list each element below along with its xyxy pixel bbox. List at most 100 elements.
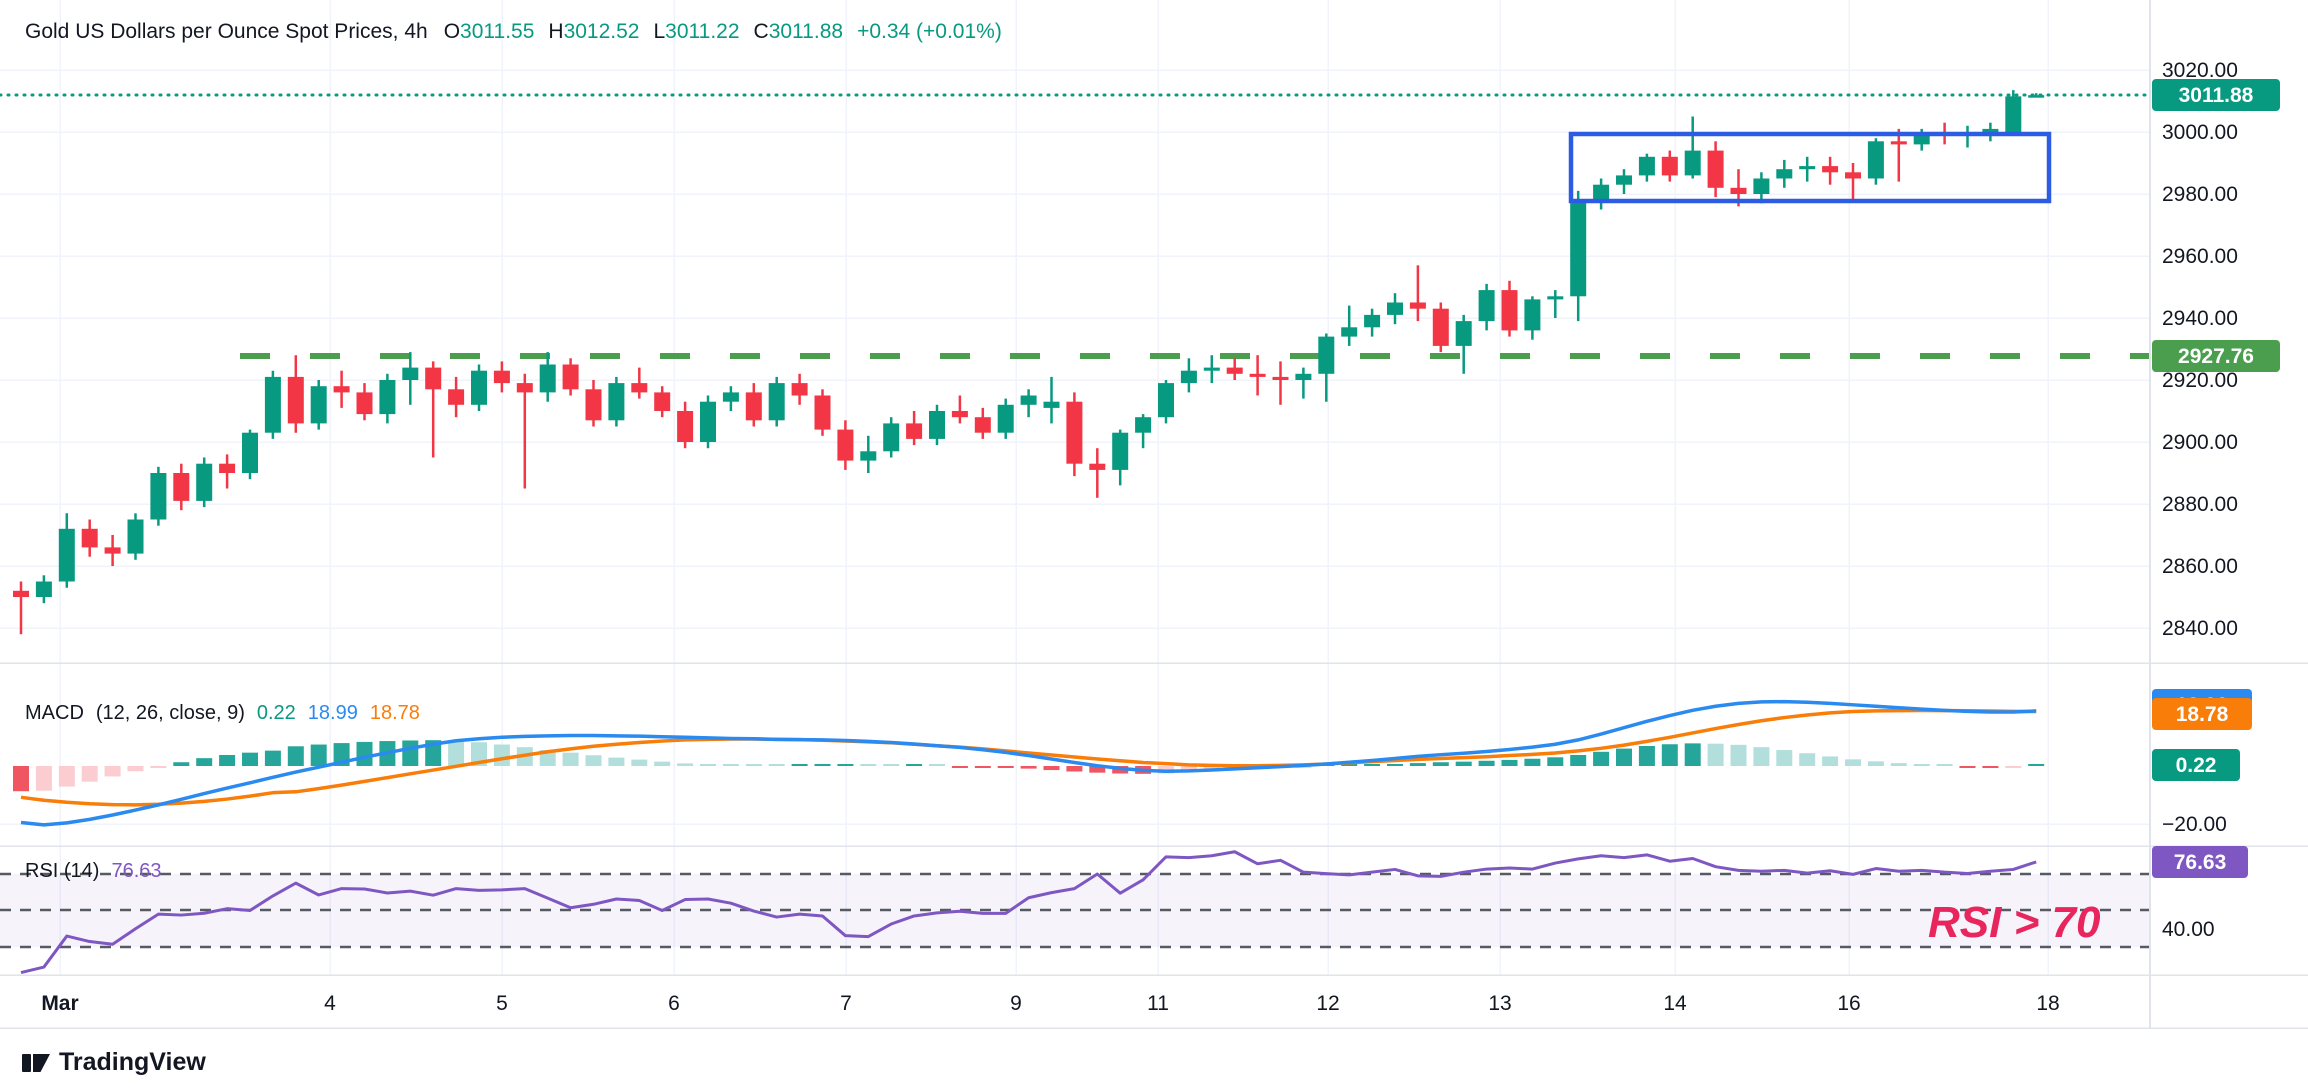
- candle: [1180, 370, 1197, 384]
- rsi-annotation: RSI > 70: [1928, 898, 2101, 947]
- rsi-legend[interactable]: RSI (14) 76.63: [25, 860, 162, 883]
- candle: [127, 519, 144, 554]
- svg-text:2920.00: 2920.00: [2162, 369, 2238, 392]
- candle: [516, 383, 533, 393]
- candle: [425, 367, 442, 390]
- candle: [2028, 95, 2045, 98]
- candle: [219, 463, 236, 473]
- candle: [448, 389, 465, 405]
- price-axis[interactable]: [2150, 0, 2308, 1028]
- svg-text:2960.00: 2960.00: [2162, 245, 2238, 268]
- svg-text:2900.00: 2900.00: [2162, 431, 2238, 454]
- time-axis[interactable]: [0, 975, 2150, 1035]
- candle: [929, 411, 945, 439]
- candle: [1661, 156, 1678, 176]
- svg-text:18: 18: [2036, 992, 2059, 1015]
- macd-name: MACD: [25, 702, 84, 724]
- candle: [242, 432, 258, 473]
- rsi-band: [0, 872, 2150, 949]
- candle: [974, 417, 991, 433]
- candle: [1135, 417, 1152, 433]
- svg-text:Mar: Mar: [41, 992, 78, 1015]
- candle: [356, 392, 373, 415]
- macd-hist-badge: [2152, 749, 2240, 781]
- candle: [1020, 395, 1037, 405]
- candle: [1089, 463, 1106, 470]
- candle: [1524, 299, 1541, 331]
- consolidation-box[interactable]: [1568, 131, 2052, 204]
- macd-histogram[interactable]: [13, 740, 2045, 792]
- low-value: 3011.22: [665, 20, 740, 43]
- svg-text:2840.00: 2840.00: [2162, 617, 2238, 640]
- candle: [791, 383, 808, 396]
- macd-hist-value: 0.22: [256, 702, 296, 724]
- macd-main-line: [20, 699, 2037, 827]
- candle: [1616, 175, 1632, 185]
- symbol-header[interactable]: Gold US Dollars per Ounce Spot Prices, 4…: [25, 20, 1002, 44]
- candle: [997, 404, 1014, 433]
- macd-legend[interactable]: MACD (12, 26, close, 9) 0.22 18.99 18.78: [25, 702, 420, 725]
- svg-text:12: 12: [1316, 992, 1339, 1015]
- svg-text:14: 14: [1663, 992, 1687, 1015]
- candle: [1112, 432, 1129, 470]
- candle: [1272, 376, 1289, 380]
- candle: [814, 395, 831, 430]
- last-price-badge: [2152, 79, 2280, 111]
- candle: [1570, 200, 1587, 297]
- candle: [1203, 367, 1220, 371]
- candle: [1547, 296, 1564, 300]
- svg-text:−20.00: −20.00: [2162, 813, 2227, 836]
- candlestick-series[interactable]: [13, 90, 2045, 635]
- svg-text:2860.00: 2860.00: [2162, 555, 2238, 578]
- candle: [1845, 172, 1861, 179]
- svg-text:3000.00: 3000.00: [2162, 121, 2238, 144]
- candle: [745, 392, 762, 421]
- svg-text:4: 4: [324, 992, 336, 1015]
- open-value: 3011.55: [460, 20, 535, 43]
- svg-text:2980.00: 2980.00: [2162, 183, 2238, 206]
- candle: [1341, 327, 1358, 337]
- candle: [768, 383, 785, 421]
- symbol-title[interactable]: Gold US Dollars per Ounce Spot Prices, 4…: [25, 20, 428, 43]
- macd-line-value: 18.99: [307, 702, 358, 724]
- svg-text:6: 6: [668, 992, 680, 1015]
- level-price-badge: [2152, 340, 2280, 372]
- candle: [1226, 367, 1243, 374]
- candle: [1249, 373, 1266, 377]
- signal-line-badge: [2152, 698, 2252, 730]
- candle: [104, 547, 121, 554]
- candle: [471, 370, 487, 405]
- candle: [287, 376, 304, 424]
- candle: [1890, 141, 1907, 145]
- close-label: C: [753, 20, 769, 43]
- candle: [13, 590, 29, 597]
- price-axis-labels: 3020.00 3000.00 2980.00 2960.00 2940.00 2920.…: [2162, 59, 2238, 941]
- svg-text:7: 7: [840, 992, 852, 1015]
- tradingview-logo[interactable]: TradingView: [22, 1048, 206, 1077]
- candle: [310, 386, 327, 424]
- svg-text:18.78: 18.78: [2176, 703, 2229, 726]
- candle: [493, 370, 510, 384]
- candle: [2005, 96, 2022, 132]
- rsi-name: RSI (14): [25, 860, 100, 882]
- candle: [1501, 290, 1518, 331]
- rsi-line[interactable]: [20, 850, 2037, 975]
- candle: [379, 380, 396, 415]
- rsi-badge: [2152, 846, 2248, 878]
- candle: [562, 364, 579, 390]
- candle: [1364, 314, 1381, 328]
- time-axis-labels: Mar 4 5 6 7 9 11 12 13 14 16 18: [41, 992, 2059, 1015]
- svg-text:2927.76: 2927.76: [2178, 345, 2254, 368]
- macd-lines[interactable]: [20, 699, 2037, 827]
- candle: [1730, 187, 1747, 194]
- ohlc-values: O3011.55 H3012.52 L3011.22 C3011.88 +0.3…: [444, 20, 1002, 44]
- candle: [677, 411, 694, 442]
- svg-text:9: 9: [1010, 992, 1022, 1015]
- candle: [1638, 156, 1655, 176]
- close-value: 3011.88: [768, 20, 844, 43]
- candle: [1158, 383, 1174, 418]
- svg-text:0.22: 0.22: [2176, 754, 2217, 777]
- svg-text:40.00: 40.00: [2162, 918, 2215, 941]
